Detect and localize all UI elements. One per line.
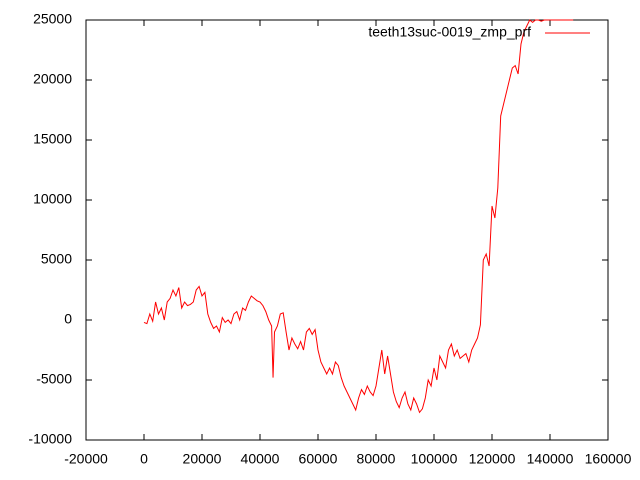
x-tick-label: 120000 bbox=[469, 451, 516, 467]
y-tick-label: 0 bbox=[64, 311, 72, 327]
x-tick-label: 100000 bbox=[411, 451, 458, 467]
x-tick-label: -20000 bbox=[64, 451, 108, 467]
y-tick-label: 15000 bbox=[33, 131, 72, 147]
y-tick-label: 5000 bbox=[41, 251, 72, 267]
x-tick-label: 160000 bbox=[585, 451, 632, 467]
x-tick-label: 20000 bbox=[183, 451, 222, 467]
plot-border bbox=[85, 19, 609, 441]
data-line bbox=[143, 19, 574, 414]
x-tick-label: 0 bbox=[140, 451, 148, 467]
y-tick-label: 10000 bbox=[33, 191, 72, 207]
y-tick-label: -5000 bbox=[36, 371, 72, 387]
x-tick-label: 80000 bbox=[357, 451, 396, 467]
legend-label: teeth13suc-0019_zmp_prf bbox=[368, 24, 531, 40]
y-tick-label: 25000 bbox=[33, 11, 72, 27]
y-tick-label: 20000 bbox=[33, 71, 72, 87]
x-tick-label: 40000 bbox=[241, 451, 280, 467]
x-tick-label: 140000 bbox=[527, 451, 574, 467]
x-tick-label: 60000 bbox=[299, 451, 338, 467]
y-tick-label: -10000 bbox=[28, 431, 72, 447]
